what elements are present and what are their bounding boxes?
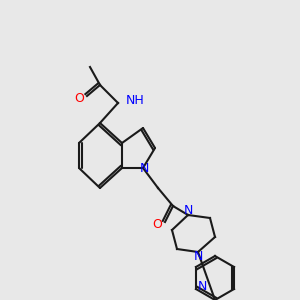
Text: O: O xyxy=(74,92,84,106)
Text: NH: NH xyxy=(126,94,145,106)
Text: N: N xyxy=(197,280,207,293)
Text: N: N xyxy=(139,163,149,176)
Text: N: N xyxy=(193,250,203,263)
Text: N: N xyxy=(183,203,193,217)
Text: O: O xyxy=(152,218,162,230)
